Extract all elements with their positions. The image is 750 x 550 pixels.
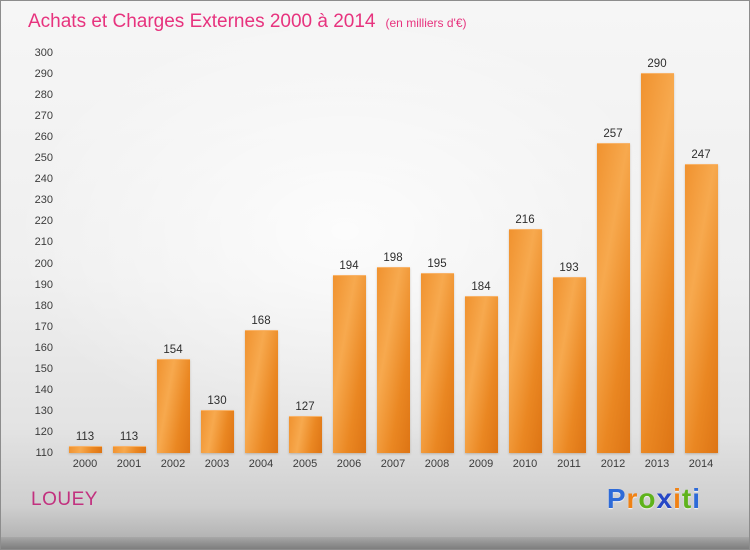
bar-2002: [156, 359, 190, 453]
x-tick-label: 2011: [557, 458, 581, 470]
bar-2009: [464, 296, 498, 453]
chart-title: Achats et Charges Externes 2000 à 2014: [28, 11, 376, 32]
x-tick-label: 2009: [468, 458, 494, 470]
y-tick-label: 230: [34, 194, 53, 207]
y-tick-label: 190: [34, 278, 53, 291]
y-tick-label: 150: [34, 362, 53, 375]
bar-value-label: 195: [427, 258, 447, 271]
y-tick-label: 130: [34, 404, 53, 417]
bar-2010: [508, 228, 542, 453]
logo-letter: t: [681, 483, 693, 514]
bar-value-label: 257: [603, 127, 623, 140]
bar-value-label: 130: [207, 394, 227, 407]
bar-value-label: 193: [559, 262, 579, 275]
x-tick-label: 2006: [336, 458, 362, 470]
x-tick-label: 2004: [248, 458, 274, 470]
bar-2003: [200, 409, 234, 453]
x-tick-label: 2002: [160, 458, 186, 470]
bar-value-label: 154: [163, 344, 183, 357]
bar-value-label: 127: [295, 401, 315, 414]
logo-letter: r: [626, 483, 639, 514]
x-tick-label: 2010: [512, 458, 538, 470]
bar-2008: [420, 273, 454, 453]
logo-letter: i: [692, 483, 701, 514]
y-tick-label: 270: [34, 110, 53, 123]
y-tick-label: 120: [34, 425, 53, 438]
bar-value-label: 290: [647, 58, 667, 71]
y-tick-label: 240: [34, 173, 53, 186]
y-tick-label: 170: [34, 320, 53, 333]
y-tick-label: 110: [35, 447, 53, 459]
bar-2014: [684, 163, 718, 453]
y-tick-label: 200: [34, 257, 53, 270]
bar-value-label: 168: [251, 314, 271, 327]
bar-value-label: 198: [383, 251, 403, 264]
logo-letter: i: [673, 483, 682, 514]
y-tick-label: 290: [34, 68, 53, 81]
bar-2007: [376, 266, 410, 453]
bar-2013: [640, 73, 674, 453]
bottom-strip: [1, 537, 749, 549]
y-tick-label: 220: [34, 215, 53, 228]
bar-value-label: 247: [691, 148, 711, 161]
x-tick-label: 2005: [292, 458, 318, 470]
x-tick-label: 2000: [72, 458, 98, 470]
y-tick-label: 160: [34, 341, 53, 354]
y-tick-label: 180: [34, 299, 53, 312]
logo-letter: x: [656, 483, 674, 514]
y-tick-label: 250: [34, 152, 53, 165]
x-tick-label: 2013: [644, 458, 670, 470]
plot-area: 113 2000 113 2001 154 2002 130 2003 168 2004 127 20…: [63, 53, 723, 470]
y-tick-label: 300: [34, 47, 53, 59]
x-tick-label: 2014: [688, 458, 714, 470]
y-tick-label: 260: [34, 131, 53, 144]
bar-value-label: 184: [471, 281, 491, 294]
entity-label: LOUEY: [31, 489, 98, 510]
logo-letter: o: [638, 483, 657, 514]
y-tick-label: 210: [34, 236, 53, 249]
proxiti-logo: Proxiti: [607, 483, 701, 515]
bar-2000: [68, 445, 102, 453]
bar-2006: [332, 275, 366, 453]
logo-letter: P: [606, 483, 627, 514]
y-tick-label: 140: [34, 383, 53, 396]
bar-value-label: 216: [515, 213, 535, 226]
chart-header: Achats et Charges Externes 2000 à 2014 (e…: [28, 11, 467, 33]
bar-2004: [244, 329, 278, 453]
x-tick-label: 2001: [116, 458, 142, 470]
x-tick-label: 2008: [424, 458, 450, 470]
bar-2012: [596, 142, 630, 453]
bar-2001: [112, 445, 146, 453]
bar-value-label: 113: [119, 430, 139, 443]
x-tick-label: 2007: [380, 458, 406, 470]
chart-subtitle: (en milliers d'€): [385, 16, 467, 30]
bar-2011: [552, 277, 586, 453]
x-tick-label: 2012: [600, 458, 626, 470]
bar-value-label: 113: [75, 430, 95, 443]
y-axis: 110 120 130 140 150 160 170 180 190 200 210 220 230 2…: [1, 47, 57, 459]
x-tick-label: 2003: [204, 458, 230, 470]
bar-value-label: 194: [339, 260, 359, 273]
y-tick-label: 280: [34, 89, 53, 102]
bar-2005: [288, 416, 322, 453]
